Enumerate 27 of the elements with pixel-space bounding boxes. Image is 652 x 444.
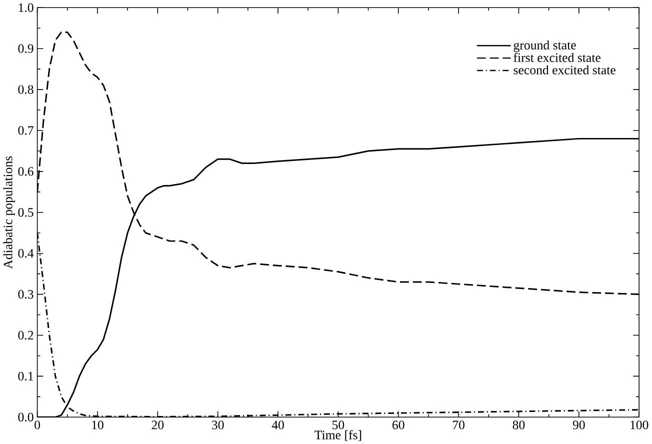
x-tick-label: 100	[630, 420, 648, 430]
y-tick-label: 0.8	[18, 85, 34, 94]
y-tick-label: 0.7	[18, 126, 34, 135]
x-tick-label: 70	[452, 420, 464, 430]
y-tick-label: 0.9	[18, 44, 34, 53]
x-tick-label: 0	[34, 420, 40, 430]
x-tick-label: 40	[272, 420, 284, 430]
x-tick-label: 30	[212, 420, 224, 430]
y-tick-label: 0.3	[18, 290, 34, 299]
legend-label: second excited state	[514, 65, 616, 74]
y-tick-label: 0.4	[18, 248, 34, 258]
y-tick-label: 0.1	[18, 372, 34, 380]
x-tick-label: 80	[512, 420, 525, 430]
x-tick-label: 60	[392, 420, 404, 430]
y-tick-label: 0.5	[18, 208, 34, 217]
y-tick-label: 0.6	[18, 167, 34, 176]
y-axis-title: Adiabatic populations	[3, 156, 15, 269]
x-tick-label: 50	[332, 420, 344, 430]
legend-label: first excited state	[514, 52, 600, 62]
y-tick-label: 0.2	[18, 330, 34, 340]
x-tick-label: 10	[92, 420, 104, 430]
y-tick-label: 1.0	[18, 3, 34, 12]
x-tick-label: 20	[152, 420, 164, 430]
y-tick-label: 0.0	[18, 412, 34, 422]
x-axis-title: Time [fs]	[314, 430, 362, 441]
x-tick-label: 90	[572, 420, 585, 430]
legend-label: ground state	[514, 40, 576, 52]
